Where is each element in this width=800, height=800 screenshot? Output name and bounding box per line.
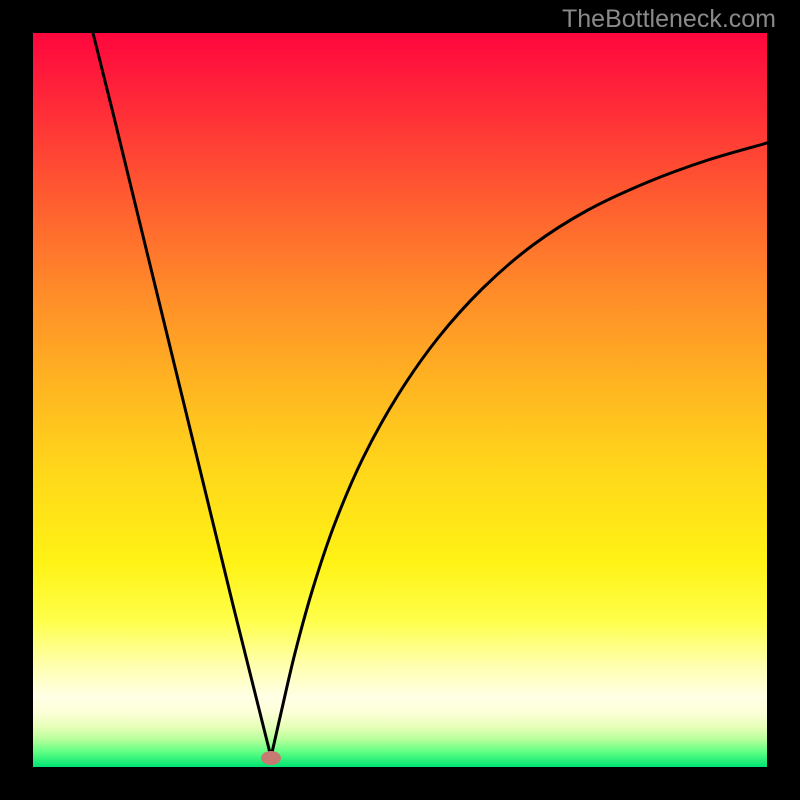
curve-left-branch bbox=[93, 33, 271, 757]
watermark-text: TheBottleneck.com bbox=[562, 5, 776, 34]
bottleneck-curve bbox=[33, 33, 767, 767]
plot-area bbox=[33, 33, 767, 767]
minimum-marker bbox=[261, 751, 281, 765]
curve-right-branch bbox=[271, 143, 767, 757]
